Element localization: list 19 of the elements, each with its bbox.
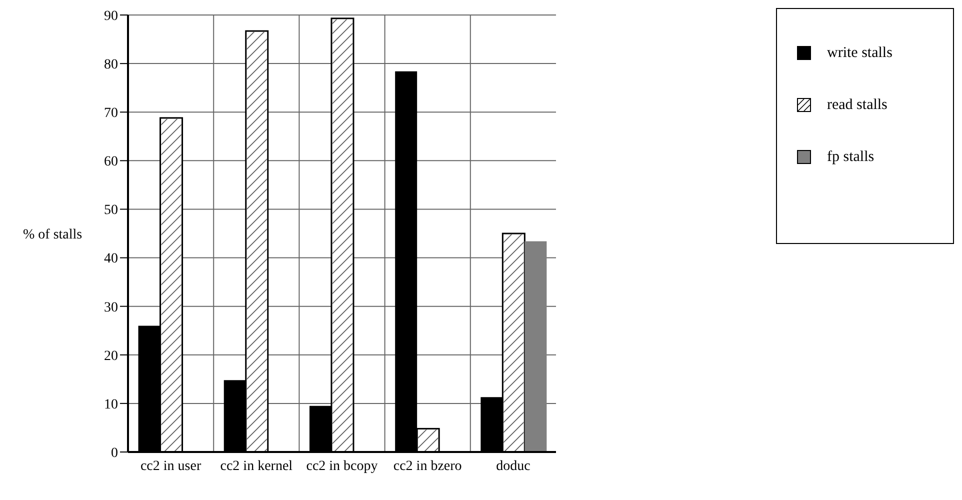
x-tick-label: cc2 in bzero bbox=[393, 458, 462, 474]
x-tick-label: cc2 in user bbox=[140, 458, 202, 474]
y-tick-label: 90 bbox=[104, 8, 118, 24]
y-tick-label: 0 bbox=[111, 446, 118, 461]
legend-label: read stalls bbox=[827, 96, 888, 114]
legend-label: write stalls bbox=[827, 44, 892, 62]
x-tick-label: cc2 in kernel bbox=[220, 458, 293, 474]
y-tick-label: 50 bbox=[104, 203, 118, 218]
y-tick-label: 80 bbox=[104, 58, 118, 73]
y-axis-title: % of stalls bbox=[23, 228, 82, 242]
x-tick-label: doduc bbox=[496, 458, 530, 474]
y-tick-label: 60 bbox=[104, 154, 118, 170]
y-tick-label: 30 bbox=[104, 300, 118, 316]
y-tick-label: 10 bbox=[104, 397, 118, 412]
legend-label: fp stalls bbox=[827, 148, 874, 166]
y-tick-label: 70 bbox=[104, 106, 118, 122]
x-tick-label: cc2 in bcopy bbox=[306, 458, 378, 474]
y-tick-label: 20 bbox=[104, 348, 118, 364]
y-tick-label: 40 bbox=[104, 252, 118, 267]
